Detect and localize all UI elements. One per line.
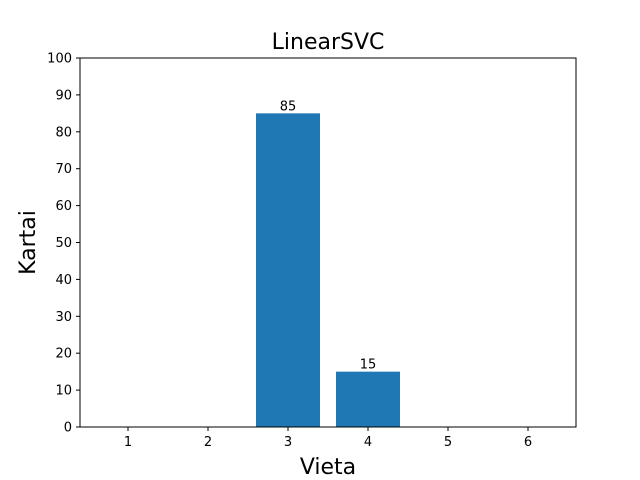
y-tick-label: 60 <box>55 199 72 214</box>
x-tick-label: 1 <box>124 435 132 450</box>
bar-3 <box>256 113 320 427</box>
y-axis: 0 10 20 30 40 50 60 70 80 90 100 <box>47 52 80 436</box>
x-tick-label: 5 <box>444 435 452 450</box>
y-tick-label: 50 <box>55 236 72 251</box>
bars-layer <box>256 113 400 427</box>
data-label-4: 15 <box>360 358 377 373</box>
x-tick-label: 6 <box>524 435 532 450</box>
x-tick-label: 3 <box>284 435 292 450</box>
y-tick-label: 90 <box>55 88 72 103</box>
x-tick-label: 4 <box>364 435 372 450</box>
y-tick-label: 40 <box>55 273 72 288</box>
plot-frame <box>79 57 577 428</box>
x-tick-label: 2 <box>204 435 212 450</box>
data-labels-layer: 85 15 <box>280 99 377 372</box>
chart-title: LinearSVC <box>272 30 385 55</box>
y-tick-label: 80 <box>55 125 72 140</box>
y-tick-label: 20 <box>55 347 72 362</box>
x-axis-label: Vieta <box>300 455 356 480</box>
y-axis-label: Kartai <box>16 210 41 275</box>
bar-4 <box>336 371 400 427</box>
y-tick-label: 10 <box>55 384 72 399</box>
y-tick-label: 100 <box>47 52 72 67</box>
y-tick-label: 30 <box>55 310 72 325</box>
y-tick-label: 0 <box>64 421 72 436</box>
data-label-3: 85 <box>280 99 297 114</box>
x-axis: 1 2 3 4 5 6 <box>124 427 532 450</box>
y-tick-label: 70 <box>55 162 72 177</box>
